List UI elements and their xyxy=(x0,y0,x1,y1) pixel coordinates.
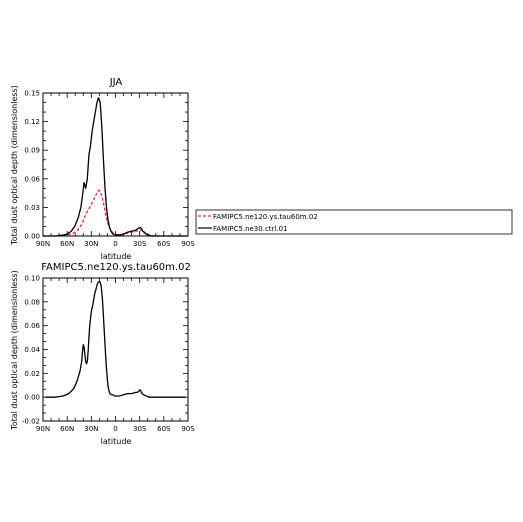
panel2-ticks: 90N 60N 30N 0 30S 60S 90S -0.02 0.00 0.02 0.04 0.06… xyxy=(22,275,195,434)
panel1-y-axis-label: Total dust optical depth (dimensionless) xyxy=(10,85,19,246)
panel2-y-axis-label: Total dust optical depth (dimensionless) xyxy=(10,270,19,431)
panel1-y-tick-label: 0.09 xyxy=(24,147,40,155)
panel1-frame xyxy=(42,92,189,237)
panel1-x-tick-label: 0 xyxy=(113,240,117,248)
panel1-y-tick-label: 0.06 xyxy=(24,175,40,183)
panel2-x-tick-label: 30S xyxy=(133,425,147,433)
legend-entry-2: FAMIPC5.ne30.ctrl.01 xyxy=(198,225,288,233)
panel1-x-tick-label: 60S xyxy=(157,240,171,248)
panel2-y-tick-label: -0.02 xyxy=(22,418,40,426)
legend-label-1: FAMIPC5.ne120.ys.tau60m.02 xyxy=(213,213,318,221)
panel1-x-tick-label: 30S xyxy=(133,240,147,248)
panel1-x-tick-label: 30N xyxy=(84,240,98,248)
panel2-y-tick-label: 0.00 xyxy=(24,394,40,402)
panel2-title: FAMIPC5.ne120.ys.tau60m.02 xyxy=(41,262,191,273)
panel2-x-tick-label: 90N xyxy=(36,425,50,433)
panel1-y-tick-label: 0.03 xyxy=(24,204,40,212)
legend-entry-1: FAMIPC5.ne120.ys.tau60m.02 xyxy=(198,213,318,221)
legend-label-2: FAMIPC5.ne30.ctrl.01 xyxy=(213,225,288,233)
panel2-y-tick-label: 0.04 xyxy=(24,346,40,354)
panel2-x-tick-label: 30N xyxy=(84,425,98,433)
panel1-x-tick-label: 90N xyxy=(36,240,50,248)
panel1-y-tick-label: 0.00 xyxy=(24,233,40,241)
panel-jja: JJA Total dust optical depth (dimensionl… xyxy=(10,77,195,261)
panel1-y-tick-label: 0.15 xyxy=(24,90,40,98)
panel1-y-tick-label: 0.12 xyxy=(24,118,40,126)
panel2-series-line-1 xyxy=(45,280,186,398)
panel1-title: JJA xyxy=(109,77,123,88)
panel1-series-line-2 xyxy=(43,97,188,237)
panel1-x-tick-label: 60N xyxy=(60,240,74,248)
panel2-y-tick-label: 0.10 xyxy=(24,275,40,283)
panel2-x-tick-label: 0 xyxy=(113,425,117,433)
panel2-x-tick-label: 60N xyxy=(60,425,74,433)
panel2-y-tick-label: 0.06 xyxy=(24,322,40,330)
panel2-series xyxy=(45,280,186,398)
panel1-x-tick-label: 90S xyxy=(181,240,195,248)
panel2-y-tick-label: 0.02 xyxy=(24,370,40,378)
panel2-x-tick-label: 90S xyxy=(181,425,195,433)
panel1-ticks: 90N 60N 30N 0 30S 60S 90S 0.00 0.03 0.06 0.09 0.12 0… xyxy=(24,90,195,249)
panel2-frame xyxy=(42,277,189,422)
panel2-x-axis-label: latitude xyxy=(101,437,132,446)
legend: FAMIPC5.ne120.ys.tau60m.02 FAMIPC5.ne30.… xyxy=(195,209,513,235)
panel2-x-tick-label: 60S xyxy=(157,425,171,433)
panel2-y-tick-label: 0.08 xyxy=(24,298,40,306)
panel1-series xyxy=(43,97,188,237)
panel1-x-axis-label: latitude xyxy=(101,252,132,261)
legend-box xyxy=(195,209,513,235)
panel1-series-line-1 xyxy=(43,189,188,237)
panel-ne120: FAMIPC5.ne120.ys.tau60m.02 Total dust op… xyxy=(10,262,195,446)
